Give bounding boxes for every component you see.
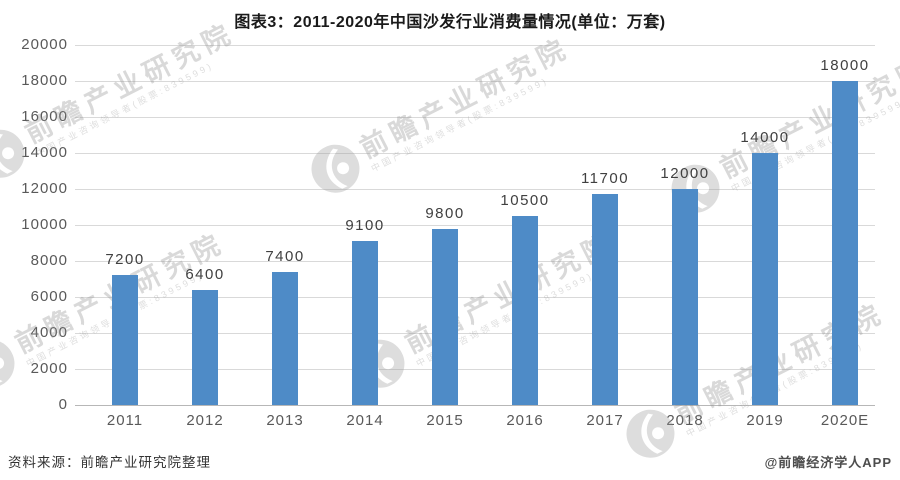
credit-note: @前瞻经济学人APP <box>764 455 892 470</box>
bar-group: 9100 <box>325 45 405 405</box>
bar-group: 7200 <box>85 45 165 405</box>
grid-line <box>75 333 875 334</box>
chart-title: 图表3：2011-2020年中国沙发行业消费量情况(单位：万套) <box>234 14 666 31</box>
grid-line <box>75 189 875 190</box>
bar-group: 18000 <box>805 45 885 405</box>
bar-value-label: 12000 <box>660 165 710 182</box>
y-tick-label: 4000 <box>30 324 68 341</box>
source-note: 资料来源：前瞻产业研究院整理 <box>8 455 211 470</box>
bar-value-label: 7400 <box>265 247 305 265</box>
y-tick-label: 12000 <box>21 180 68 197</box>
y-tick-label: 20000 <box>21 36 68 53</box>
grid-line <box>75 45 875 46</box>
bar-group: 14000 <box>725 45 805 405</box>
y-tick-label: 10000 <box>21 216 68 233</box>
x-tick-label: 2012 <box>186 412 224 429</box>
bar-value-label: 9800 <box>425 204 465 222</box>
y-tick-label: 18000 <box>21 72 68 89</box>
bar <box>592 194 618 405</box>
bar-group: 10500 <box>485 45 565 405</box>
bar <box>752 153 778 405</box>
plot-area: 7200 6400 7400 9100 9800 10500 11700 12000 14000… <box>75 45 875 406</box>
grid-line <box>75 405 875 406</box>
x-tick-label: 2017 <box>586 412 624 429</box>
y-tick-label: 2000 <box>30 360 68 377</box>
bar <box>512 216 538 405</box>
y-tick-label: 0 <box>58 396 68 413</box>
bar <box>352 241 378 405</box>
bar <box>272 271 298 405</box>
bar-group: 9800 <box>405 45 485 405</box>
x-tick-label: 2018 <box>666 412 704 429</box>
grid-line <box>75 297 875 298</box>
bar-value-label: 18000 <box>820 57 870 74</box>
bar <box>432 228 458 405</box>
bar <box>672 189 698 405</box>
grid-line <box>75 81 875 82</box>
bar <box>832 81 858 405</box>
y-tick-label: 14000 <box>21 144 68 161</box>
x-tick-label: 2020E <box>820 412 870 429</box>
grid-line <box>75 225 875 226</box>
bar-value-label: 6400 <box>185 265 225 283</box>
bar-value-label: 7200 <box>105 251 145 269</box>
bar-value-label: 9100 <box>345 217 385 235</box>
grid-line <box>75 117 875 118</box>
bar-group: 12000 <box>645 45 725 405</box>
bar-value-label: 10500 <box>500 192 550 209</box>
x-tick-label: 2015 <box>426 412 464 429</box>
x-tick-label: 2013 <box>266 412 304 429</box>
y-tick-label: 6000 <box>30 288 68 305</box>
bar-group: 7400 <box>245 45 325 405</box>
bar-value-label: 14000 <box>740 129 790 146</box>
bar-value-label: 11700 <box>580 170 630 188</box>
x-axis: 2011 2012 2013 2014 2015 2016 2017 2018 2019 2020… <box>75 412 875 434</box>
x-tick-label: 2011 <box>106 412 144 429</box>
grid-line <box>75 261 875 262</box>
bar <box>112 275 138 405</box>
x-tick-label: 2019 <box>746 412 784 429</box>
bar <box>192 289 218 405</box>
bar-group: 11700 <box>565 45 645 405</box>
y-tick-label: 16000 <box>21 108 68 125</box>
grid-line <box>75 369 875 370</box>
y-tick-label: 8000 <box>30 252 68 269</box>
y-axis: 0 2000 4000 6000 8000 10000 12000 14000 16000 180… <box>0 36 68 413</box>
x-tick-label: 2016 <box>506 412 544 429</box>
grid-line <box>75 153 875 154</box>
x-tick-label: 2014 <box>346 412 384 429</box>
bar-group: 6400 <box>165 45 245 405</box>
